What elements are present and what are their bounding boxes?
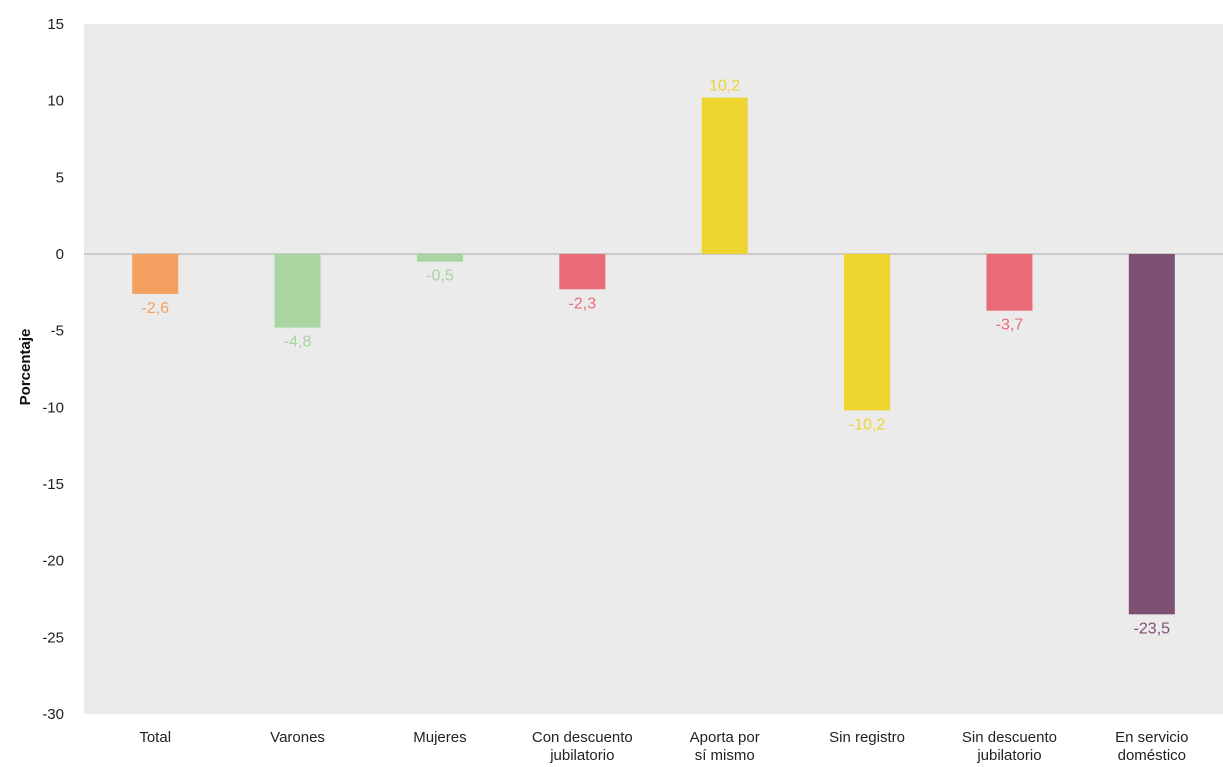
- bar: [1128, 254, 1175, 615]
- y-tick-label: -25: [42, 629, 64, 646]
- y-tick-label: 5: [56, 169, 64, 186]
- plot-area: [84, 24, 1223, 714]
- y-tick-label: 0: [56, 246, 64, 263]
- x-category-label: Varones: [270, 729, 325, 746]
- x-category-label: Aporta por: [690, 729, 760, 746]
- bar: [132, 254, 179, 294]
- x-axis: Total Varones Mujeres Con descuentojubilato…: [139, 729, 1188, 764]
- bar-value-label: -23,5: [1134, 620, 1171, 637]
- x-category-label: Mujeres: [413, 729, 466, 746]
- bar-value-label: -4,8: [284, 334, 312, 351]
- bar-value-label: -0,5: [426, 268, 454, 285]
- y-tick-label: 15: [47, 16, 64, 33]
- bar: [986, 254, 1033, 311]
- bar-value-label: 10,2: [709, 78, 740, 95]
- bar-value-label: -3,7: [996, 317, 1024, 334]
- data-labels: -2,6 -4,8 -0,5 -2,3 10,2 -10,2 -3,7 -23,5: [141, 78, 1170, 638]
- y-tick-label: -15: [42, 476, 64, 493]
- bars: [132, 97, 1175, 615]
- y-tick-label: -30: [42, 706, 64, 723]
- bar-value-label: -10,2: [849, 416, 886, 433]
- bar: [416, 254, 463, 262]
- y-tick-label: 10: [47, 93, 64, 110]
- y-axis: 15 10 5 0 -5 -10 -15 -20 -25 -30: [42, 16, 64, 723]
- x-category-label: Sin registro: [829, 729, 905, 746]
- bar: [844, 254, 891, 411]
- bar: [559, 254, 606, 290]
- y-tick-label: -10: [42, 399, 64, 416]
- bar-value-label: -2,6: [141, 300, 169, 317]
- x-category-label: Con descuento: [532, 729, 633, 746]
- x-category-label: Sin descuento: [962, 729, 1057, 746]
- bar-value-label: -2,3: [569, 295, 597, 312]
- x-category-label: Total: [139, 729, 171, 746]
- bar: [701, 97, 748, 254]
- x-category-label: sí mismo: [695, 747, 755, 764]
- y-tick-label: -5: [51, 323, 64, 340]
- x-category-label: jubilatorio: [549, 747, 614, 764]
- x-category-label: jubilatorio: [976, 747, 1041, 764]
- bar: [274, 254, 321, 328]
- y-tick-label: -20: [42, 553, 64, 570]
- x-category-label: doméstico: [1118, 747, 1186, 764]
- x-category-label: En servicio: [1115, 729, 1188, 746]
- y-axis-title: Porcentaje: [17, 329, 34, 406]
